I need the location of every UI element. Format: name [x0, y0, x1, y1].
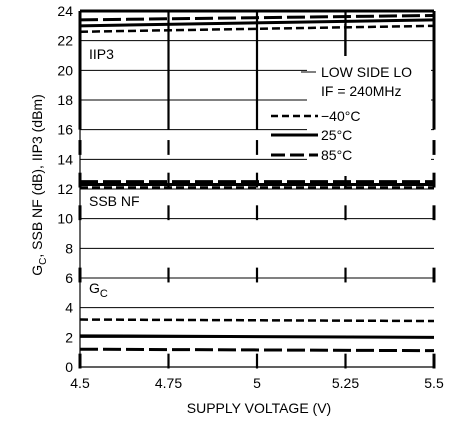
y-tick-label-16: 16 [57, 122, 73, 138]
gc-label: GC [89, 280, 108, 300]
x-tick-label-5: 5 [253, 375, 261, 391]
series-line-iip3-85 [79, 13, 435, 22]
y-tick-label-24: 24 [57, 3, 73, 19]
series-line-iip3--40 [79, 24, 435, 34]
y-tick-label-4: 4 [65, 300, 73, 316]
y-tick-label-12: 12 [57, 181, 73, 197]
y-axis-title-rest: , SSB NF (dB), IIP3 (dBm) [29, 94, 45, 257]
conditions-line-1: LOW SIDE LO [321, 64, 412, 80]
y-tick-label-18: 18 [57, 92, 73, 108]
x-tick-label-4.5: 4.5 [70, 375, 90, 391]
y-tick-label-10: 10 [57, 211, 73, 227]
y-tick-label-20: 20 [57, 62, 73, 78]
legend-label-25: 25°C [321, 127, 352, 143]
y-tick-label-0: 0 [65, 359, 73, 375]
series-line-gc-25 [79, 334, 435, 339]
gc-label-sub: C [100, 288, 108, 300]
x-axis-title: SUPPLY VOLTAGE (V) [187, 400, 331, 416]
x-tick-label-4.75: 4.75 [155, 375, 182, 391]
gc-label-main: G [89, 280, 100, 296]
axes [79, 9, 434, 368]
legend-label-minus40: −40°C [321, 108, 360, 124]
ssb-nf-label: SSB NF [89, 193, 140, 209]
y-axis-title-main: G [29, 265, 45, 276]
legend-label-85: 85°C [321, 147, 352, 163]
legend-background [307, 56, 431, 176]
y-axis-title-sub: C [38, 258, 49, 265]
conditions-line-2: IF = 240MHz [321, 83, 402, 99]
y-tick-label-6: 6 [65, 270, 73, 286]
y-tick-label-2: 2 [65, 329, 73, 345]
y-axis-title: GC, SSB NF (dB), IIP3 (dBm) [29, 94, 49, 276]
series-line-gc-85 [79, 347, 435, 353]
x-tick-label-5.25: 5.25 [332, 375, 359, 391]
series-lines [79, 13, 435, 353]
series-line-gc--40 [79, 318, 435, 323]
series-line-iip3-25 [79, 18, 435, 28]
x-tick-label-5.5: 5.5 [424, 375, 444, 391]
iip3-label: IIP3 [89, 46, 114, 62]
y-tick-label-8: 8 [65, 240, 73, 256]
y-tick-label-14: 14 [57, 151, 73, 167]
y-tick-label-22: 22 [57, 33, 73, 49]
